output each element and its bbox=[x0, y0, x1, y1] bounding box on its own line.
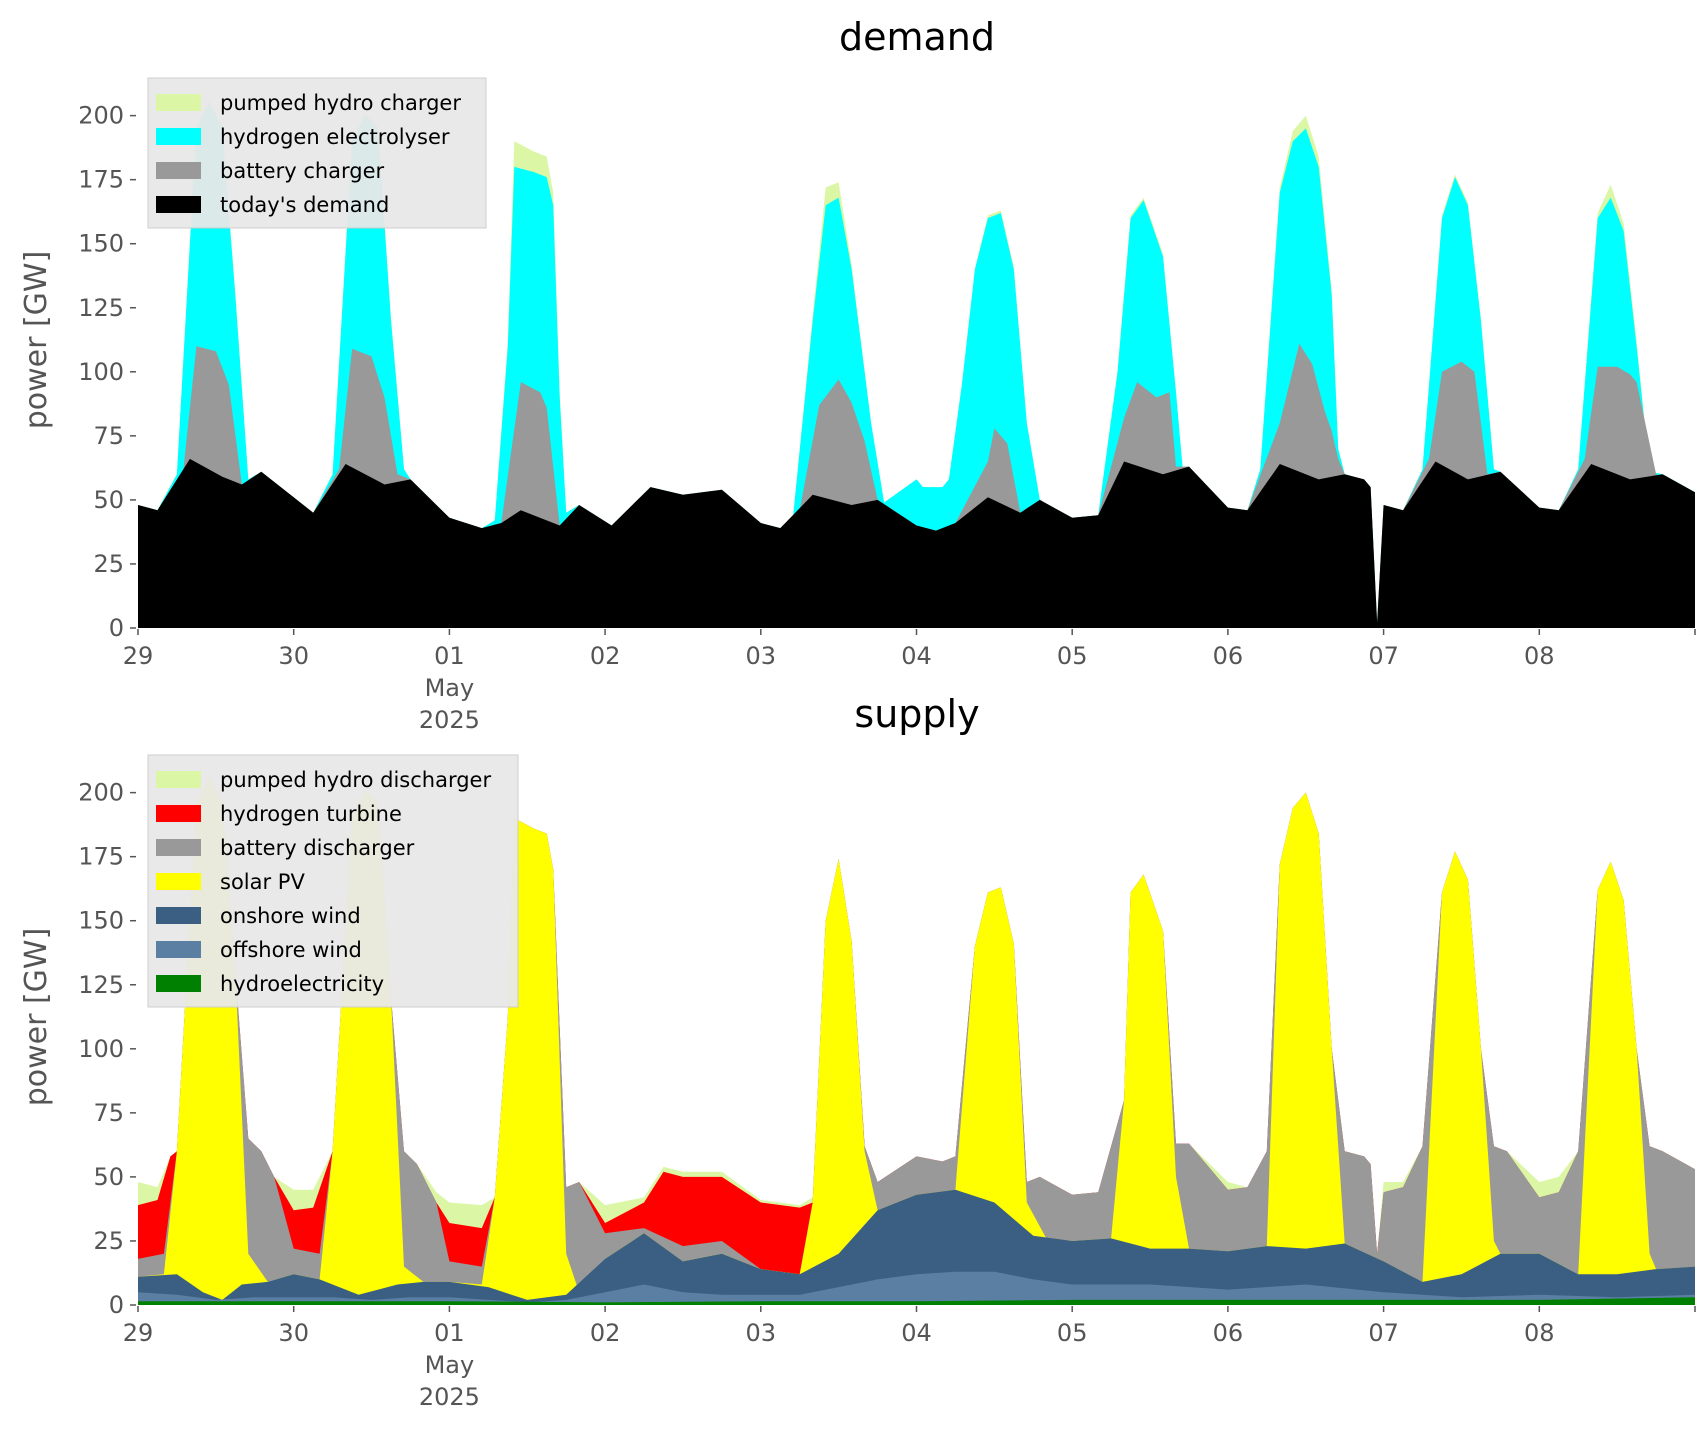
legend-swatch-hydrogen-turbine bbox=[156, 805, 201, 822]
x-tick-label: 03 bbox=[746, 642, 777, 670]
legend: pumped hydro charger hydrogen electrolyse… bbox=[147, 77, 487, 229]
y-axis-label: power [GW] bbox=[19, 928, 54, 1107]
x-tick-label: 07 bbox=[1368, 642, 1399, 670]
y-tick-label: 125 bbox=[78, 971, 124, 999]
y-tick-label: 0 bbox=[109, 1291, 124, 1319]
legend-label-today-s-demand: today's demand bbox=[220, 193, 389, 217]
legend-label-battery-charger: battery charger bbox=[220, 159, 385, 183]
legend-swatch-onshore-wind bbox=[156, 907, 201, 924]
legend-frame bbox=[147, 77, 487, 229]
legend-label-hydrogen-turbine: hydrogen turbine bbox=[220, 802, 402, 826]
legend-swatch-today-s-demand bbox=[156, 196, 201, 213]
x-tick-label: 01 bbox=[434, 642, 465, 670]
legend-label-pumped-hydro-charger: pumped hydro charger bbox=[220, 91, 461, 115]
y-tick-label: 150 bbox=[78, 230, 124, 258]
y-tick-label: 200 bbox=[78, 779, 124, 807]
legend-swatch-battery-discharger bbox=[156, 839, 201, 856]
legend-swatch-pumped-hydro-discharger bbox=[156, 771, 201, 788]
chart-title: demand bbox=[839, 15, 995, 59]
legend-swatch-pumped-hydro-charger bbox=[156, 94, 201, 111]
x-tick-label: 05 bbox=[1057, 1319, 1088, 1347]
x-tick-month-label: May bbox=[425, 674, 475, 702]
x-tick-label: 30 bbox=[278, 642, 309, 670]
x-tick-label: 07 bbox=[1368, 1319, 1399, 1347]
x-tick-label: 04 bbox=[901, 1319, 932, 1347]
x-tick-label: 06 bbox=[1213, 642, 1244, 670]
y-tick-label: 50 bbox=[93, 486, 124, 514]
y-tick-label: 75 bbox=[93, 422, 124, 450]
axes: 0 25 50 75 100 125 150 175 200 29 30 01 May 2025 02 03 0… bbox=[78, 779, 1696, 1411]
legend-label-battery-discharger: battery discharger bbox=[220, 836, 415, 860]
legend-label-hydroelectricity: hydroelectricity bbox=[220, 972, 384, 996]
legend-swatch-hydroelectricity bbox=[156, 975, 201, 992]
x-tick-label: 06 bbox=[1213, 1319, 1244, 1347]
legend-label-hydrogen-electrolyser: hydrogen electrolyser bbox=[220, 125, 450, 149]
x-tick-month-label: May bbox=[425, 1351, 475, 1379]
x-tick-label: 30 bbox=[278, 1319, 309, 1347]
x-tick-label: 08 bbox=[1524, 1319, 1555, 1347]
y-tick-label: 25 bbox=[93, 1227, 124, 1255]
legend-label-offshore-wind: offshore wind bbox=[220, 938, 362, 962]
legend-swatch-hydrogen-electrolyser bbox=[156, 128, 201, 145]
y-tick-label: 125 bbox=[78, 294, 124, 322]
area-offshore-wind bbox=[138, 1271, 1695, 1305]
x-tick-label: 29 bbox=[123, 642, 154, 670]
y-tick-label: 200 bbox=[78, 102, 124, 130]
y-tick-label: 175 bbox=[78, 843, 124, 871]
axes: 0 25 50 75 100 125 150 175 200 29 30 01 May 2025 02 03 0… bbox=[78, 102, 1696, 734]
x-tick-year-label: 2025 bbox=[419, 1383, 480, 1411]
area-hydroelectricity bbox=[138, 1297, 1695, 1305]
chart-title: supply bbox=[854, 692, 979, 736]
area-solar-pv bbox=[138, 777, 1695, 1305]
legend-label-solar-pv: solar PV bbox=[220, 870, 305, 894]
area-today-s-demand bbox=[138, 458, 1695, 628]
area-layer bbox=[138, 777, 1695, 1305]
x-tick-label: 02 bbox=[590, 1319, 621, 1347]
x-tick-year-label: 2025 bbox=[419, 706, 480, 734]
legend-label-pumped-hydro-discharger: pumped hydro discharger bbox=[220, 768, 491, 792]
x-tick-label: 04 bbox=[901, 642, 932, 670]
y-tick-label: 175 bbox=[78, 166, 124, 194]
x-tick-label: 05 bbox=[1057, 642, 1088, 670]
area-layer bbox=[138, 100, 1695, 629]
supply-chart: supply power [GW] 0 25 50 75 100 125 150 175 200… bbox=[19, 692, 1696, 1411]
y-tick-label: 25 bbox=[93, 550, 124, 578]
y-tick-label: 100 bbox=[78, 1035, 124, 1063]
legend-frame bbox=[147, 754, 519, 1008]
legend: pumped hydro discharger hydrogen turbine b… bbox=[147, 754, 519, 1008]
y-tick-label: 0 bbox=[109, 614, 124, 642]
x-tick-label: 08 bbox=[1524, 642, 1555, 670]
legend-swatch-solar-pv bbox=[156, 873, 201, 890]
legend-swatch-battery-charger bbox=[156, 162, 201, 179]
y-tick-label: 150 bbox=[78, 907, 124, 935]
y-tick-label: 75 bbox=[93, 1099, 124, 1127]
area-onshore-wind bbox=[138, 1189, 1695, 1305]
legend-swatch-offshore-wind bbox=[156, 941, 201, 958]
legend-label-onshore-wind: onshore wind bbox=[220, 904, 361, 928]
x-tick-label: 29 bbox=[123, 1319, 154, 1347]
y-tick-label: 50 bbox=[93, 1163, 124, 1191]
demand-chart: demand power [GW] 0 25 50 75 100 125 150 175 200… bbox=[19, 15, 1696, 734]
x-tick-label: 01 bbox=[434, 1319, 465, 1347]
y-tick-label: 100 bbox=[78, 358, 124, 386]
x-tick-label: 03 bbox=[746, 1319, 777, 1347]
y-axis-label: power [GW] bbox=[19, 251, 54, 430]
x-tick-label: 02 bbox=[590, 642, 621, 670]
